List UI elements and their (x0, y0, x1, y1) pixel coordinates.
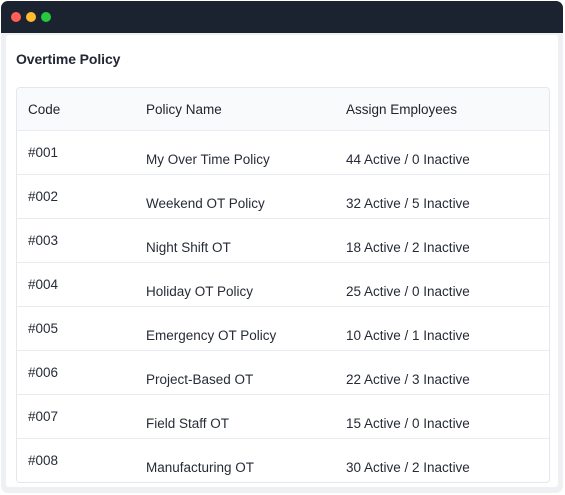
policy-name: Project-Based OT (146, 372, 254, 387)
assigned-employees: 10 Active / 1 Inactive (346, 328, 470, 343)
assigned-employees: 22 Active / 3 Inactive (346, 372, 470, 387)
policy-code: #008 (28, 453, 59, 468)
policy-name: Manufacturing OT (146, 460, 255, 475)
table-row[interactable]: #001 My Over Time Policy 44 Active / 0 I… (17, 131, 549, 175)
column-header-assign-employees: Assign Employees (346, 102, 458, 117)
assigned-employees: 18 Active / 2 Inactive (346, 240, 470, 255)
assigned-employees: 15 Active / 0 Inactive (346, 416, 470, 431)
policy-name: Holiday OT Policy (146, 284, 254, 299)
policy-code: #001 (28, 145, 59, 160)
policy-code: #005 (28, 321, 59, 336)
overtime-policy-table: Code Policy Name Assign Employees #001 M… (16, 87, 550, 483)
assigned-employees: 44 Active / 0 Inactive (346, 152, 470, 167)
assigned-employees: 32 Active / 5 Inactive (346, 196, 470, 211)
policy-name: Weekend OT Policy (146, 196, 265, 211)
table-row[interactable]: #003 Night Shift OT 18 Active / 2 Inacti… (17, 219, 549, 263)
policy-code: #002 (28, 189, 59, 204)
policy-name: Night Shift OT (146, 240, 231, 255)
assigned-employees: 30 Active / 2 Inactive (346, 460, 470, 475)
table-header-row: Code Policy Name Assign Employees (17, 88, 549, 131)
maximize-window-button[interactable] (41, 12, 51, 22)
page-title: Overtime Policy (16, 51, 121, 67)
policy-name: Field Staff OT (146, 416, 230, 431)
table-row[interactable]: #002 Weekend OT Policy 32 Active / 5 Ina… (17, 175, 549, 219)
table-row[interactable]: #006 Project-Based OT 22 Active / 3 Inac… (17, 351, 549, 395)
policy-code: #003 (28, 233, 59, 248)
table-row[interactable]: #004 Holiday OT Policy 25 Active / 0 Ina… (17, 263, 549, 307)
policy-name: Emergency OT Policy (146, 328, 277, 343)
table-row[interactable]: #007 Field Staff OT 15 Active / 0 Inacti… (17, 395, 549, 439)
close-window-button[interactable] (11, 12, 21, 22)
policy-code: #007 (28, 409, 59, 424)
policy-name: My Over Time Policy (146, 152, 270, 167)
column-header-policy-name: Policy Name (146, 102, 222, 117)
window-titlebar (1, 1, 563, 33)
table-row[interactable]: #008 Manufacturing OT 30 Active / 2 Inac… (17, 439, 549, 482)
main-content: Overtime Policy Code Policy Name Assign … (6, 35, 558, 487)
policy-code: #004 (28, 277, 59, 292)
policy-code: #006 (28, 365, 59, 380)
assigned-employees: 25 Active / 0 Inactive (346, 284, 470, 299)
minimize-window-button[interactable] (26, 12, 36, 22)
table-row[interactable]: #005 Emergency OT Policy 10 Active / 1 I… (17, 307, 549, 351)
column-header-code: Code (28, 102, 61, 117)
